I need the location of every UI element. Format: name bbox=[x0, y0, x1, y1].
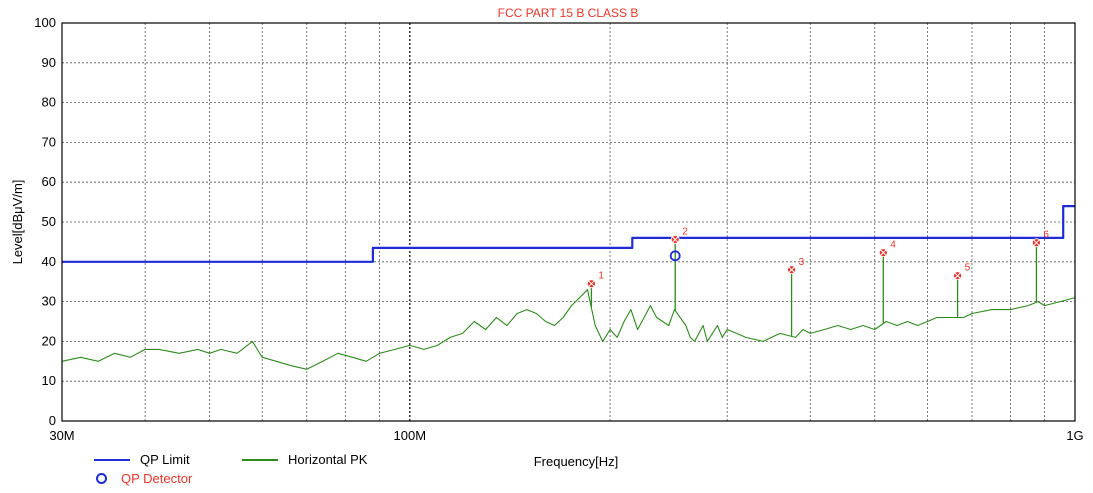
y-tick-label: 30 bbox=[42, 294, 56, 309]
y-tick-label: 40 bbox=[42, 254, 56, 269]
legend-swatch-horizontal-pk bbox=[242, 458, 278, 461]
peak-marker-cross bbox=[880, 249, 887, 256]
y-tick-label: 0 bbox=[49, 413, 56, 428]
peak-label-4: 4 bbox=[890, 240, 896, 251]
peak-marker-cross bbox=[588, 280, 595, 287]
y-tick-label: 50 bbox=[42, 214, 56, 229]
legend-label-qp-limit: QP Limit bbox=[140, 452, 190, 467]
legend-swatch-qp-detector bbox=[96, 473, 107, 484]
legend-item-qp-limit: QP Limit bbox=[94, 452, 190, 467]
y-tick-label: 10 bbox=[42, 373, 56, 388]
x-tick-label: 1G bbox=[1066, 428, 1083, 443]
peak-label-5: 5 bbox=[965, 263, 971, 274]
plot-frame bbox=[61, 22, 1076, 422]
y-axis-ticks: 0 10 20 30 40 50 60 70 80 90 100 bbox=[34, 15, 56, 428]
y-tick-label: 60 bbox=[42, 174, 56, 189]
peak-marker-cross bbox=[954, 272, 961, 279]
peak-marker-cross bbox=[788, 266, 795, 273]
x-tick-label: 100M bbox=[394, 428, 427, 443]
x-tick-label: 30M bbox=[49, 428, 74, 443]
y-tick-label: 20 bbox=[42, 333, 56, 348]
legend-item-horizontal-pk: Horizontal PK bbox=[242, 452, 367, 467]
peak-markers: 1 2 3 4 5 6 bbox=[587, 227, 1049, 337]
x-axis-label: Frequency[Hz] bbox=[534, 454, 619, 469]
y-tick-label: 100 bbox=[34, 15, 56, 30]
legend-label-horizontal-pk: Horizontal PK bbox=[288, 452, 368, 467]
peak-marker-cross bbox=[1033, 239, 1040, 246]
grid bbox=[62, 23, 1075, 421]
peak-label-2: 2 bbox=[682, 227, 688, 238]
legend-label-qp-detector: QP Detector bbox=[121, 471, 193, 486]
y-tick-label: 90 bbox=[42, 55, 56, 70]
series-layer bbox=[61, 205, 1076, 370]
chart-title: FCC PART 15 B CLASS B bbox=[498, 6, 639, 20]
y-tick-label: 70 bbox=[42, 134, 56, 149]
peak-label-1: 1 bbox=[598, 271, 604, 282]
y-tick-label: 80 bbox=[42, 95, 56, 110]
peak-label-6: 6 bbox=[1043, 230, 1049, 241]
legend-item-qp-detector: QP Detector bbox=[94, 471, 192, 486]
qp-detector-point-1 bbox=[669, 250, 681, 262]
series-horizontal-pk bbox=[61, 289, 1076, 370]
peak-label-3: 3 bbox=[799, 257, 805, 268]
y-axis-label: Level[dBμV/m] bbox=[10, 180, 25, 265]
series-qp-limit bbox=[62, 205, 1075, 263]
legend-swatch-qp-limit bbox=[94, 458, 130, 461]
peak-marker-cross bbox=[672, 236, 679, 243]
x-axis-ticks: 30M 100M 1G bbox=[49, 428, 1083, 443]
